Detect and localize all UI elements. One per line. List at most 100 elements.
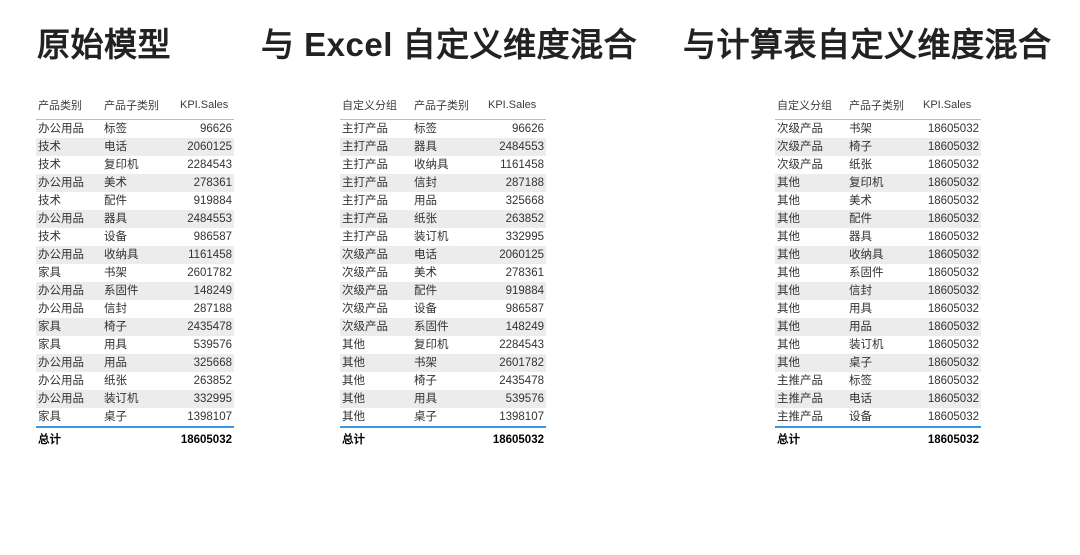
cell-text[interactable]: 配件: [104, 195, 127, 207]
table-row[interactable]: 主打产品 器具 2484553: [340, 138, 546, 156]
cell-text[interactable]: 技术: [38, 141, 61, 153]
column-header-kpi-sales[interactable]: KPI.Sales: [176, 95, 234, 120]
table-row[interactable]: 办公用品 系固件 148249: [36, 282, 234, 300]
cell-text[interactable]: 装订机: [414, 231, 449, 243]
cell-value[interactable]: 18605032: [927, 123, 979, 135]
table-row[interactable]: 主打产品 用品 325668: [340, 192, 546, 210]
cell-text[interactable]: 主打产品: [342, 123, 388, 135]
cell-text[interactable]: 办公用品: [38, 177, 84, 189]
cell-value[interactable]: 18605032: [927, 249, 979, 261]
cell-text[interactable]: 次级产品: [777, 159, 823, 171]
cell-value[interactable]: 18605032: [927, 375, 979, 387]
table-row[interactable]: 办公用品 装订机 332995: [36, 390, 234, 408]
column-header-subcategory[interactable]: 产品子类别: [412, 95, 484, 120]
table-row[interactable]: 办公用品 器具 2484553: [36, 210, 234, 228]
table-row[interactable]: 家具 椅子 2435478: [36, 318, 234, 336]
column-header-custom-group[interactable]: 自定义分组: [340, 95, 412, 120]
cell-text[interactable]: 其他: [342, 375, 365, 387]
cell-text[interactable]: 设备: [414, 303, 437, 315]
table-row[interactable]: 技术 复印机 2284543: [36, 156, 234, 174]
cell-text[interactable]: 书架: [849, 123, 872, 135]
table-row[interactable]: 技术 设备 986587: [36, 228, 234, 246]
cell-value[interactable]: 1161458: [188, 249, 232, 261]
cell-text[interactable]: 家具: [38, 411, 61, 423]
cell-text[interactable]: 其他: [777, 249, 800, 261]
cell-text[interactable]: 系固件: [414, 321, 449, 333]
cell-text[interactable]: 桌子: [414, 411, 437, 423]
cell-value[interactable]: 539576: [193, 339, 232, 351]
cell-text[interactable]: 办公用品: [38, 375, 84, 387]
cell-value[interactable]: 2484553: [187, 213, 232, 225]
cell-text[interactable]: 用品: [414, 195, 437, 207]
cell-value[interactable]: 539576: [505, 393, 544, 405]
cell-text[interactable]: 家具: [38, 267, 61, 279]
table-row[interactable]: 主打产品 收纳具 1161458: [340, 156, 546, 174]
table-row[interactable]: 其他 桌子 1398107: [340, 408, 546, 427]
cell-text[interactable]: 椅子: [849, 141, 872, 153]
cell-text[interactable]: 主打产品: [342, 195, 388, 207]
column-header-custom-group[interactable]: 自定义分组: [775, 95, 847, 120]
column-header-kpi-sales[interactable]: KPI.Sales: [484, 95, 546, 120]
cell-text[interactable]: 信封: [414, 177, 437, 189]
table-row[interactable]: 次级产品 配件 919884: [340, 282, 546, 300]
cell-text[interactable]: 其他: [777, 177, 800, 189]
table-row[interactable]: 技术 电话 2060125: [36, 138, 234, 156]
cell-text[interactable]: 信封: [849, 285, 872, 297]
cell-text[interactable]: 美术: [104, 177, 127, 189]
table-row[interactable]: 主打产品 信封 287188: [340, 174, 546, 192]
cell-text[interactable]: 主打产品: [342, 177, 388, 189]
cell-text[interactable]: 其他: [777, 357, 800, 369]
cell-value[interactable]: 18605032: [927, 339, 979, 351]
table-row[interactable]: 其他 系固件 18605032: [775, 264, 981, 282]
table-row[interactable]: 主打产品 标签 96626: [340, 120, 546, 139]
table-row[interactable]: 次级产品 设备 986587: [340, 300, 546, 318]
table-row[interactable]: 次级产品 美术 278361: [340, 264, 546, 282]
cell-text[interactable]: 装订机: [104, 393, 139, 405]
table-row[interactable]: 其他 椅子 2435478: [340, 372, 546, 390]
cell-text[interactable]: 办公用品: [38, 393, 84, 405]
cell-text[interactable]: 椅子: [104, 321, 127, 333]
cell-text[interactable]: 复印机: [849, 177, 884, 189]
table-row[interactable]: 其他 美术 18605032: [775, 192, 981, 210]
cell-value[interactable]: 18605032: [927, 285, 979, 297]
table-row[interactable]: 办公用品 纸张 263852: [36, 372, 234, 390]
cell-text[interactable]: 其他: [777, 231, 800, 243]
cell-text[interactable]: 办公用品: [38, 213, 84, 225]
table-row[interactable]: 主推产品 设备 18605032: [775, 408, 981, 427]
cell-text[interactable]: 次级产品: [777, 123, 823, 135]
cell-value[interactable]: 2484553: [499, 141, 544, 153]
cell-value[interactable]: 18605032: [927, 141, 979, 153]
cell-value[interactable]: 18605032: [927, 231, 979, 243]
table-row[interactable]: 其他 配件 18605032: [775, 210, 981, 228]
cell-text[interactable]: 电话: [104, 141, 127, 153]
cell-value[interactable]: 287188: [193, 303, 232, 315]
table-row[interactable]: 次级产品 电话 2060125: [340, 246, 546, 264]
cell-text[interactable]: 电话: [414, 249, 437, 261]
cell-text[interactable]: 用具: [414, 393, 437, 405]
cell-text[interactable]: 其他: [777, 321, 800, 333]
cell-value[interactable]: 18605032: [927, 177, 979, 189]
cell-value[interactable]: 332995: [505, 231, 544, 243]
cell-text[interactable]: 复印机: [414, 339, 449, 351]
cell-text[interactable]: 桌子: [104, 411, 127, 423]
cell-value[interactable]: 919884: [505, 285, 544, 297]
column-header-kpi-sales[interactable]: KPI.Sales: [919, 95, 981, 120]
cell-text[interactable]: 办公用品: [38, 123, 84, 135]
cell-value[interactable]: 18605032: [927, 357, 979, 369]
table-row[interactable]: 其他 收纳具 18605032: [775, 246, 981, 264]
cell-text[interactable]: 次级产品: [777, 141, 823, 153]
cell-text[interactable]: 纸张: [104, 375, 127, 387]
cell-value[interactable]: 2284543: [187, 159, 232, 171]
cell-text[interactable]: 家具: [38, 339, 61, 351]
cell-text[interactable]: 装订机: [849, 339, 884, 351]
cell-value[interactable]: 18605032: [927, 321, 979, 333]
cell-text[interactable]: 收纳具: [104, 249, 139, 261]
table-row[interactable]: 家具 书架 2601782: [36, 264, 234, 282]
cell-text[interactable]: 其他: [342, 411, 365, 423]
table-row[interactable]: 次级产品 纸张 18605032: [775, 156, 981, 174]
cell-text[interactable]: 次级产品: [342, 321, 388, 333]
cell-value[interactable]: 2601782: [187, 267, 232, 279]
cell-text[interactable]: 器具: [849, 231, 872, 243]
cell-value[interactable]: 18605032: [927, 267, 979, 279]
table-row[interactable]: 办公用品 标签 96626: [36, 120, 234, 139]
